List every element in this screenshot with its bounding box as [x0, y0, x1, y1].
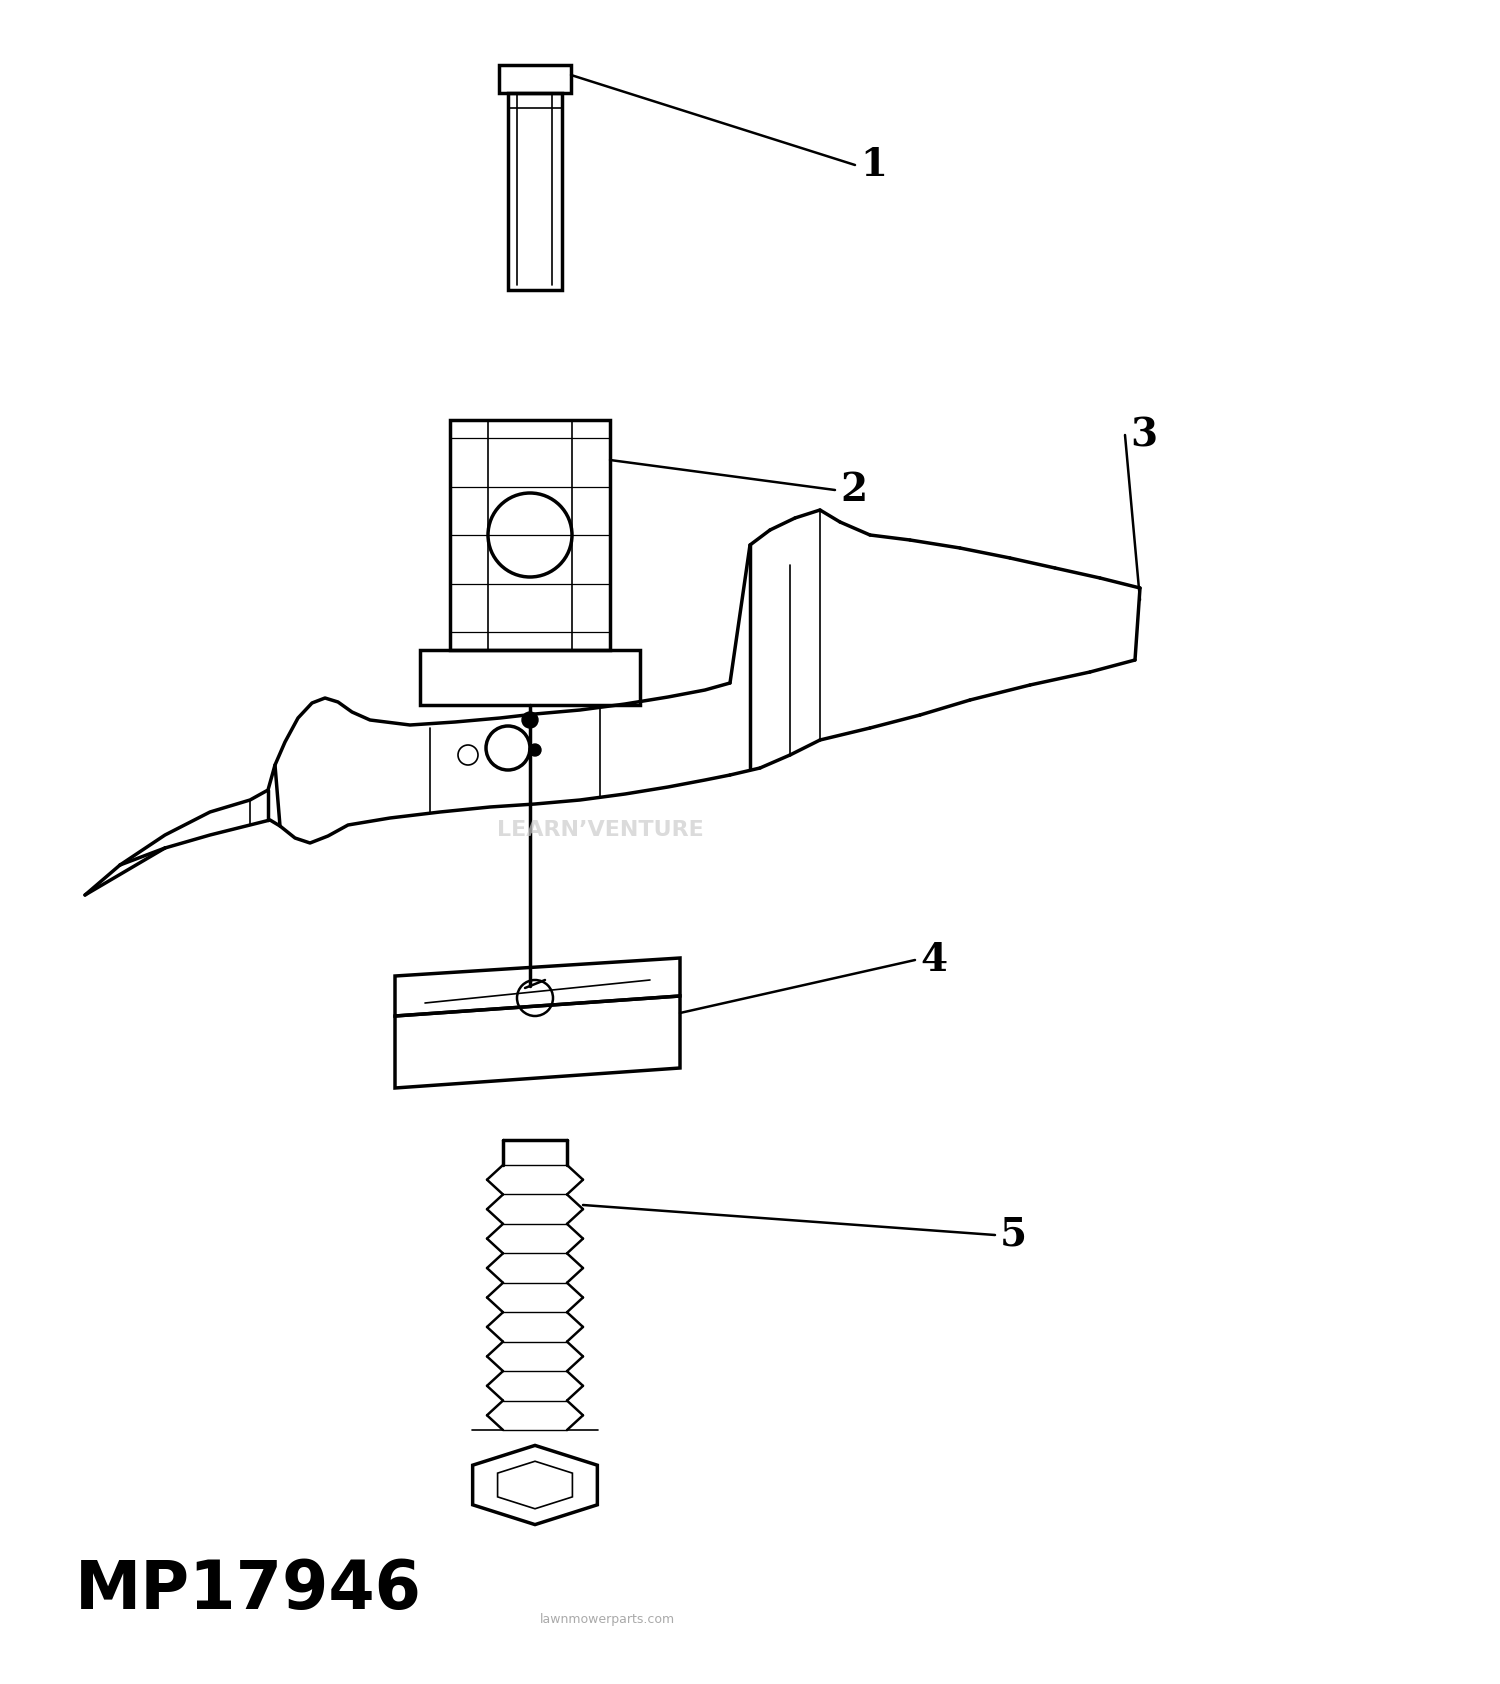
Text: 2: 2 [840, 472, 867, 509]
Text: 3: 3 [1130, 416, 1156, 455]
Text: MP17946: MP17946 [75, 1558, 422, 1623]
Text: lawnmowerparts.com: lawnmowerparts.com [540, 1613, 675, 1627]
Text: 1: 1 [859, 147, 886, 184]
Text: 4: 4 [920, 941, 946, 978]
Text: 5: 5 [1000, 1216, 1028, 1255]
Circle shape [530, 744, 542, 756]
Circle shape [522, 712, 538, 727]
Text: LEARN’VENTURE: LEARN’VENTURE [496, 820, 704, 840]
